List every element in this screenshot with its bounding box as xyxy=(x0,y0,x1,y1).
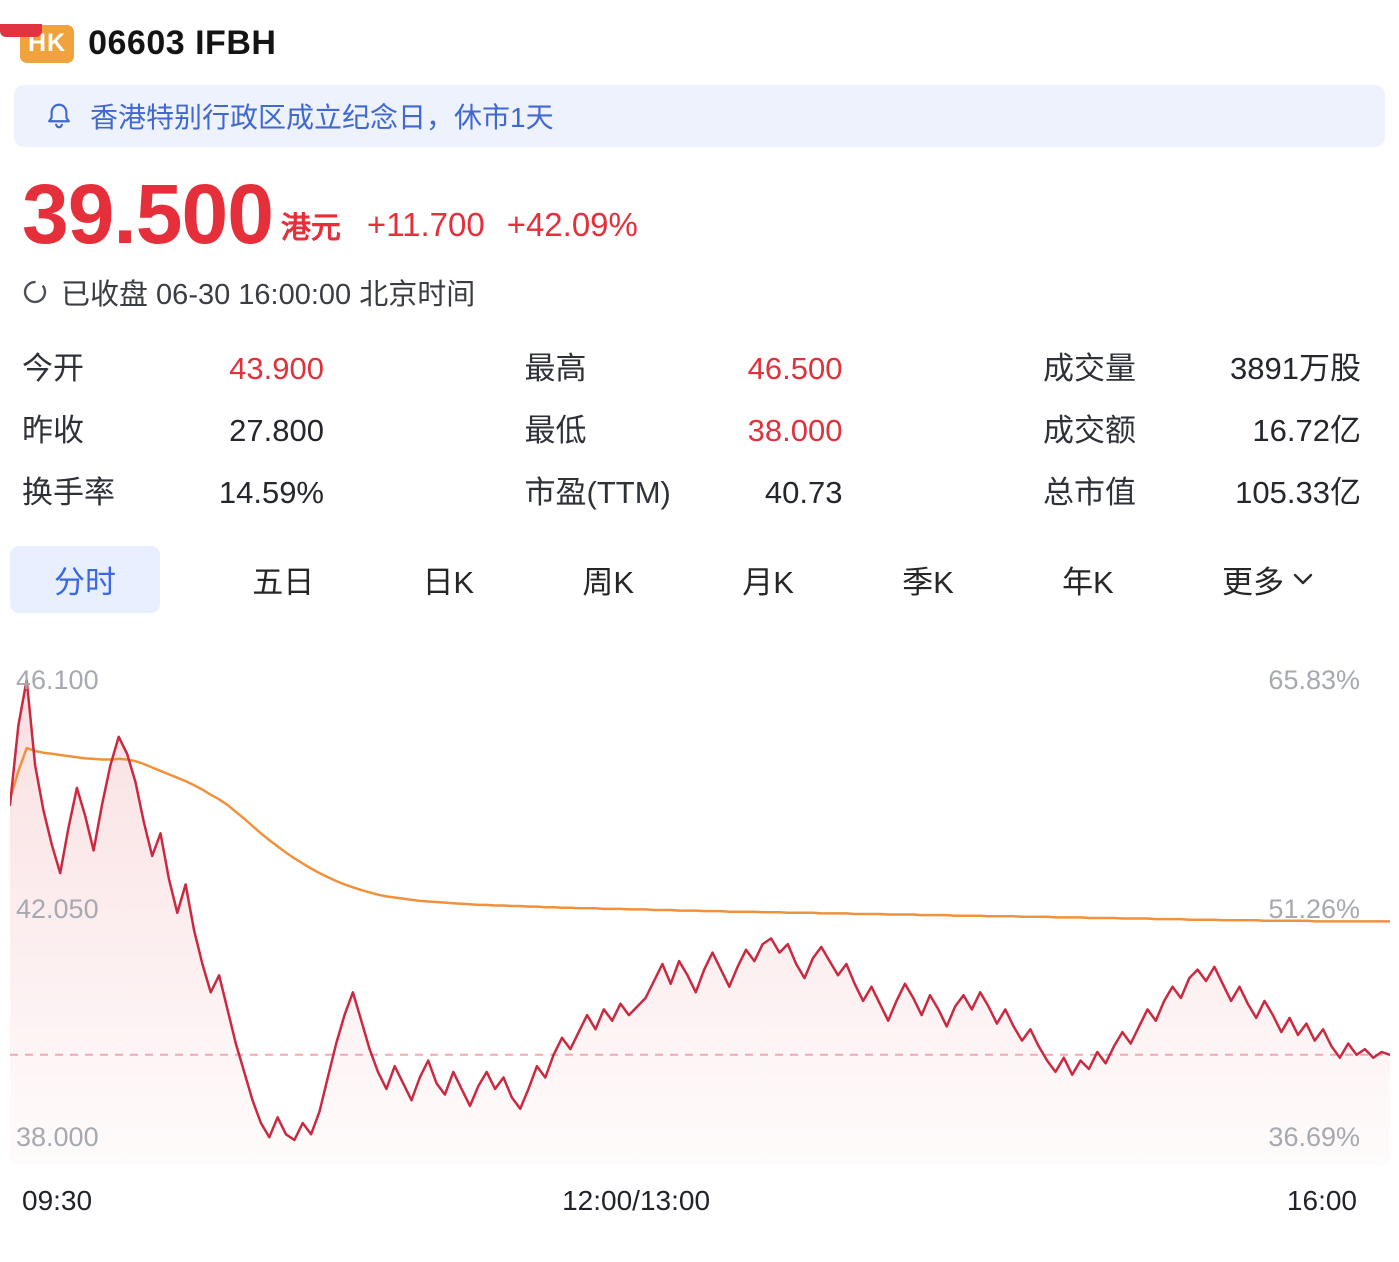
app-icon-fragment xyxy=(0,24,42,37)
x-axis: 09:30 12:00/13:00 16:00 xyxy=(10,1165,1389,1223)
tab-daily-k[interactable]: 日K xyxy=(422,564,475,600)
stat-high: 最高 46.500 xyxy=(524,350,843,386)
quote-row: 39.500 港元 +11.700 +42.09% xyxy=(22,167,1399,261)
tab-yearly-k[interactable]: 年K xyxy=(1062,564,1114,600)
stat-low: 最低 38.000 xyxy=(524,412,843,448)
x-label-open: 09:30 xyxy=(22,1184,93,1216)
stat-volume: 成交量 3891万股 xyxy=(1043,350,1361,386)
y-axis-left-bottom-label: 38.000 xyxy=(16,1121,99,1152)
notice-text: 香港特别行政区成立纪念日，休市1天 xyxy=(90,102,554,133)
x-label-noon: 12:00/13:00 xyxy=(562,1184,711,1216)
y-axis-right-top-label: 65.83% xyxy=(1268,664,1360,695)
chevron-down-icon xyxy=(1293,573,1313,584)
stat-market-cap: 总市值 105.33亿 xyxy=(1043,474,1361,510)
refresh-icon[interactable] xyxy=(22,279,48,305)
tab-weekly-k[interactable]: 周K xyxy=(582,564,635,600)
bell-icon xyxy=(48,103,70,129)
period-tabs: 分时 五日 日K 周K 月K 季K 年K 更多 xyxy=(10,545,1329,613)
y-axis-left-top-label: 46.100 xyxy=(16,664,99,695)
tab-five-day[interactable]: 五日 xyxy=(252,564,315,600)
market-status-text: 已收盘 06-30 16:00:00 北京时间 xyxy=(61,278,476,311)
tab-quarterly-k[interactable]: 季K xyxy=(902,564,954,600)
price-area-fill xyxy=(10,679,1390,1165)
stat-prev-close: 昨收 27.800 xyxy=(22,412,324,448)
current-price: 39.500 xyxy=(22,167,274,261)
price-line xyxy=(10,678,1390,1142)
stats-grid: 今开 43.900 最高 46.500 成交量 3891万股 昨收 27.800… xyxy=(0,343,1399,512)
stock-title: 06603 IFBH xyxy=(88,24,277,62)
stat-open: 今开 43.900 xyxy=(22,350,324,386)
tab-monthly-k[interactable]: 月K xyxy=(742,564,794,600)
price-change: +11.700 xyxy=(366,205,485,243)
price-change-pct: +42.09% xyxy=(506,205,638,243)
y-axis-left-mid-label: 42.050 xyxy=(16,893,99,924)
stock-header: HK 06603 IFBH xyxy=(20,24,1399,63)
avg-price-line xyxy=(10,746,1390,923)
currency-label: 港元 xyxy=(280,211,341,245)
y-axis-right-mid-label: 51.26% xyxy=(1268,893,1360,924)
tab-intraday[interactable]: 分时 xyxy=(10,545,160,613)
tab-more[interactable]: 更多 xyxy=(1206,546,1329,613)
market-status-row: 已收盘 06-30 16:00:00 北京时间 xyxy=(22,271,1399,313)
x-label-close: 16:00 xyxy=(1286,1184,1357,1216)
stat-turnover-rate: 换手率 14.59% xyxy=(22,474,324,510)
intraday-chart-svg xyxy=(10,678,1390,1165)
stat-pe-ttm: 市盈(TTM) 40.73 xyxy=(524,474,843,510)
intraday-chart[interactable]: 46.100 42.050 38.000 65.83% 51.26% 36.69… xyxy=(10,645,1390,1165)
holiday-notice-banner[interactable]: 香港特别行政区成立纪念日，休市1天 xyxy=(14,85,1385,147)
stat-turnover-amount: 成交额 16.72亿 xyxy=(1043,412,1361,448)
y-axis-right-bottom-label: 36.69% xyxy=(1268,1121,1360,1152)
